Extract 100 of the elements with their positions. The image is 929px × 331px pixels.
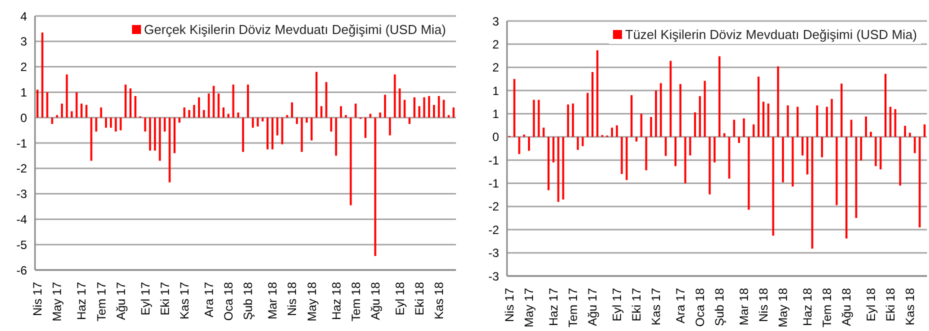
x-tick-label: Eki 17 bbox=[630, 288, 644, 322]
bar bbox=[237, 112, 240, 118]
bar bbox=[777, 66, 780, 137]
bar bbox=[845, 136, 848, 238]
bar bbox=[513, 78, 516, 137]
bar bbox=[611, 128, 614, 137]
bar bbox=[164, 118, 166, 132]
bar bbox=[860, 136, 862, 161]
bar bbox=[95, 118, 98, 132]
x-tick-label: May 17 bbox=[522, 288, 536, 328]
y-tick-label: -1 bbox=[488, 176, 500, 191]
bar bbox=[252, 118, 254, 128]
y-tick-label: -3 bbox=[488, 246, 500, 260]
bar bbox=[714, 136, 716, 162]
bar bbox=[452, 107, 455, 118]
x-tick-label: Eyl 18 bbox=[864, 288, 878, 322]
bar bbox=[218, 93, 220, 118]
bar bbox=[694, 112, 696, 137]
bar bbox=[718, 56, 720, 137]
bar bbox=[256, 118, 259, 126]
bar bbox=[752, 124, 755, 137]
bar bbox=[620, 136, 623, 174]
bar bbox=[76, 92, 78, 118]
bar bbox=[178, 118, 180, 123]
bar bbox=[335, 118, 338, 156]
bar bbox=[635, 136, 638, 142]
bar bbox=[542, 128, 545, 137]
x-tick-label: Eki 18 bbox=[884, 288, 898, 322]
bar bbox=[105, 118, 108, 128]
x-tick-label: Ağu 18 bbox=[840, 288, 854, 326]
bar bbox=[679, 84, 682, 137]
y-tick-label: -2 bbox=[488, 200, 500, 214]
bar bbox=[664, 136, 667, 156]
legend-label: Tüzel Kişilerin Döviz Mevduatı Değişimi (USD Mia) bbox=[625, 27, 917, 42]
bar bbox=[262, 118, 264, 122]
x-tick-label: Haz 18 bbox=[329, 282, 344, 320]
bar bbox=[51, 118, 54, 124]
bar bbox=[786, 105, 789, 137]
bar bbox=[850, 120, 852, 137]
y-tick-label: 2 bbox=[20, 60, 28, 74]
x-tick-label: Ara 17 bbox=[674, 288, 688, 324]
x-tick-label: Eyl 17 bbox=[610, 288, 624, 322]
bar bbox=[821, 136, 824, 158]
bar bbox=[728, 136, 730, 179]
bar bbox=[281, 118, 284, 144]
legend-label: Gerçek Kişilerin Döviz Mevduatı Değişimi (USD Mia) bbox=[144, 22, 446, 37]
bar bbox=[364, 118, 366, 138]
bar bbox=[889, 106, 892, 137]
x-tick-label: Eki 18 bbox=[412, 282, 426, 316]
bar bbox=[855, 136, 858, 218]
bar bbox=[340, 106, 342, 118]
bar bbox=[438, 96, 440, 118]
bar bbox=[899, 136, 902, 186]
bar bbox=[183, 107, 186, 118]
x-tick-label: Oca 18 bbox=[693, 288, 708, 327]
bar bbox=[689, 136, 692, 156]
bar bbox=[432, 104, 435, 118]
y-tick-label: -1 bbox=[488, 153, 500, 168]
bar bbox=[826, 106, 828, 137]
x-tick-label: Nis 17 bbox=[502, 288, 517, 322]
bar bbox=[149, 118, 152, 151]
x-tick-label: Kas 18 bbox=[903, 288, 918, 326]
bar bbox=[306, 118, 308, 123]
bar bbox=[408, 118, 411, 124]
bar bbox=[388, 118, 391, 136]
bar bbox=[398, 88, 401, 118]
bar bbox=[830, 98, 833, 137]
bar bbox=[188, 110, 190, 118]
bar bbox=[880, 136, 882, 170]
bar bbox=[56, 115, 58, 118]
y-tick-label: 0 bbox=[20, 110, 28, 125]
bar bbox=[645, 136, 648, 170]
bar bbox=[144, 118, 146, 132]
x-tick-label: Tem 18 bbox=[348, 282, 363, 322]
bar bbox=[80, 104, 83, 118]
x-tick-label: Ağu 18 bbox=[368, 282, 382, 320]
bar bbox=[350, 118, 352, 206]
bar bbox=[418, 106, 420, 118]
bar bbox=[202, 110, 205, 118]
bar bbox=[748, 136, 750, 210]
bar bbox=[626, 136, 628, 180]
bar bbox=[193, 104, 196, 118]
x-tick-label: Nis 18 bbox=[756, 288, 771, 322]
x-tick-label: May 18 bbox=[304, 282, 319, 322]
bar bbox=[528, 136, 530, 151]
bar bbox=[811, 136, 814, 249]
x-tick-label: Haz 17 bbox=[546, 288, 561, 326]
bar bbox=[904, 126, 906, 137]
x-tick-label: Ağu 17 bbox=[114, 282, 128, 320]
bar bbox=[330, 118, 332, 132]
bar bbox=[914, 136, 916, 154]
bar bbox=[110, 118, 112, 128]
bar bbox=[552, 136, 554, 162]
y-tick-label: -6 bbox=[16, 263, 28, 278]
x-tick-label: Ağu 17 bbox=[586, 288, 600, 326]
bar bbox=[762, 102, 764, 137]
bar bbox=[782, 136, 784, 182]
y-tick-label: 0 bbox=[492, 130, 500, 144]
bar bbox=[286, 115, 288, 118]
y-tick-label: -2 bbox=[16, 162, 28, 176]
